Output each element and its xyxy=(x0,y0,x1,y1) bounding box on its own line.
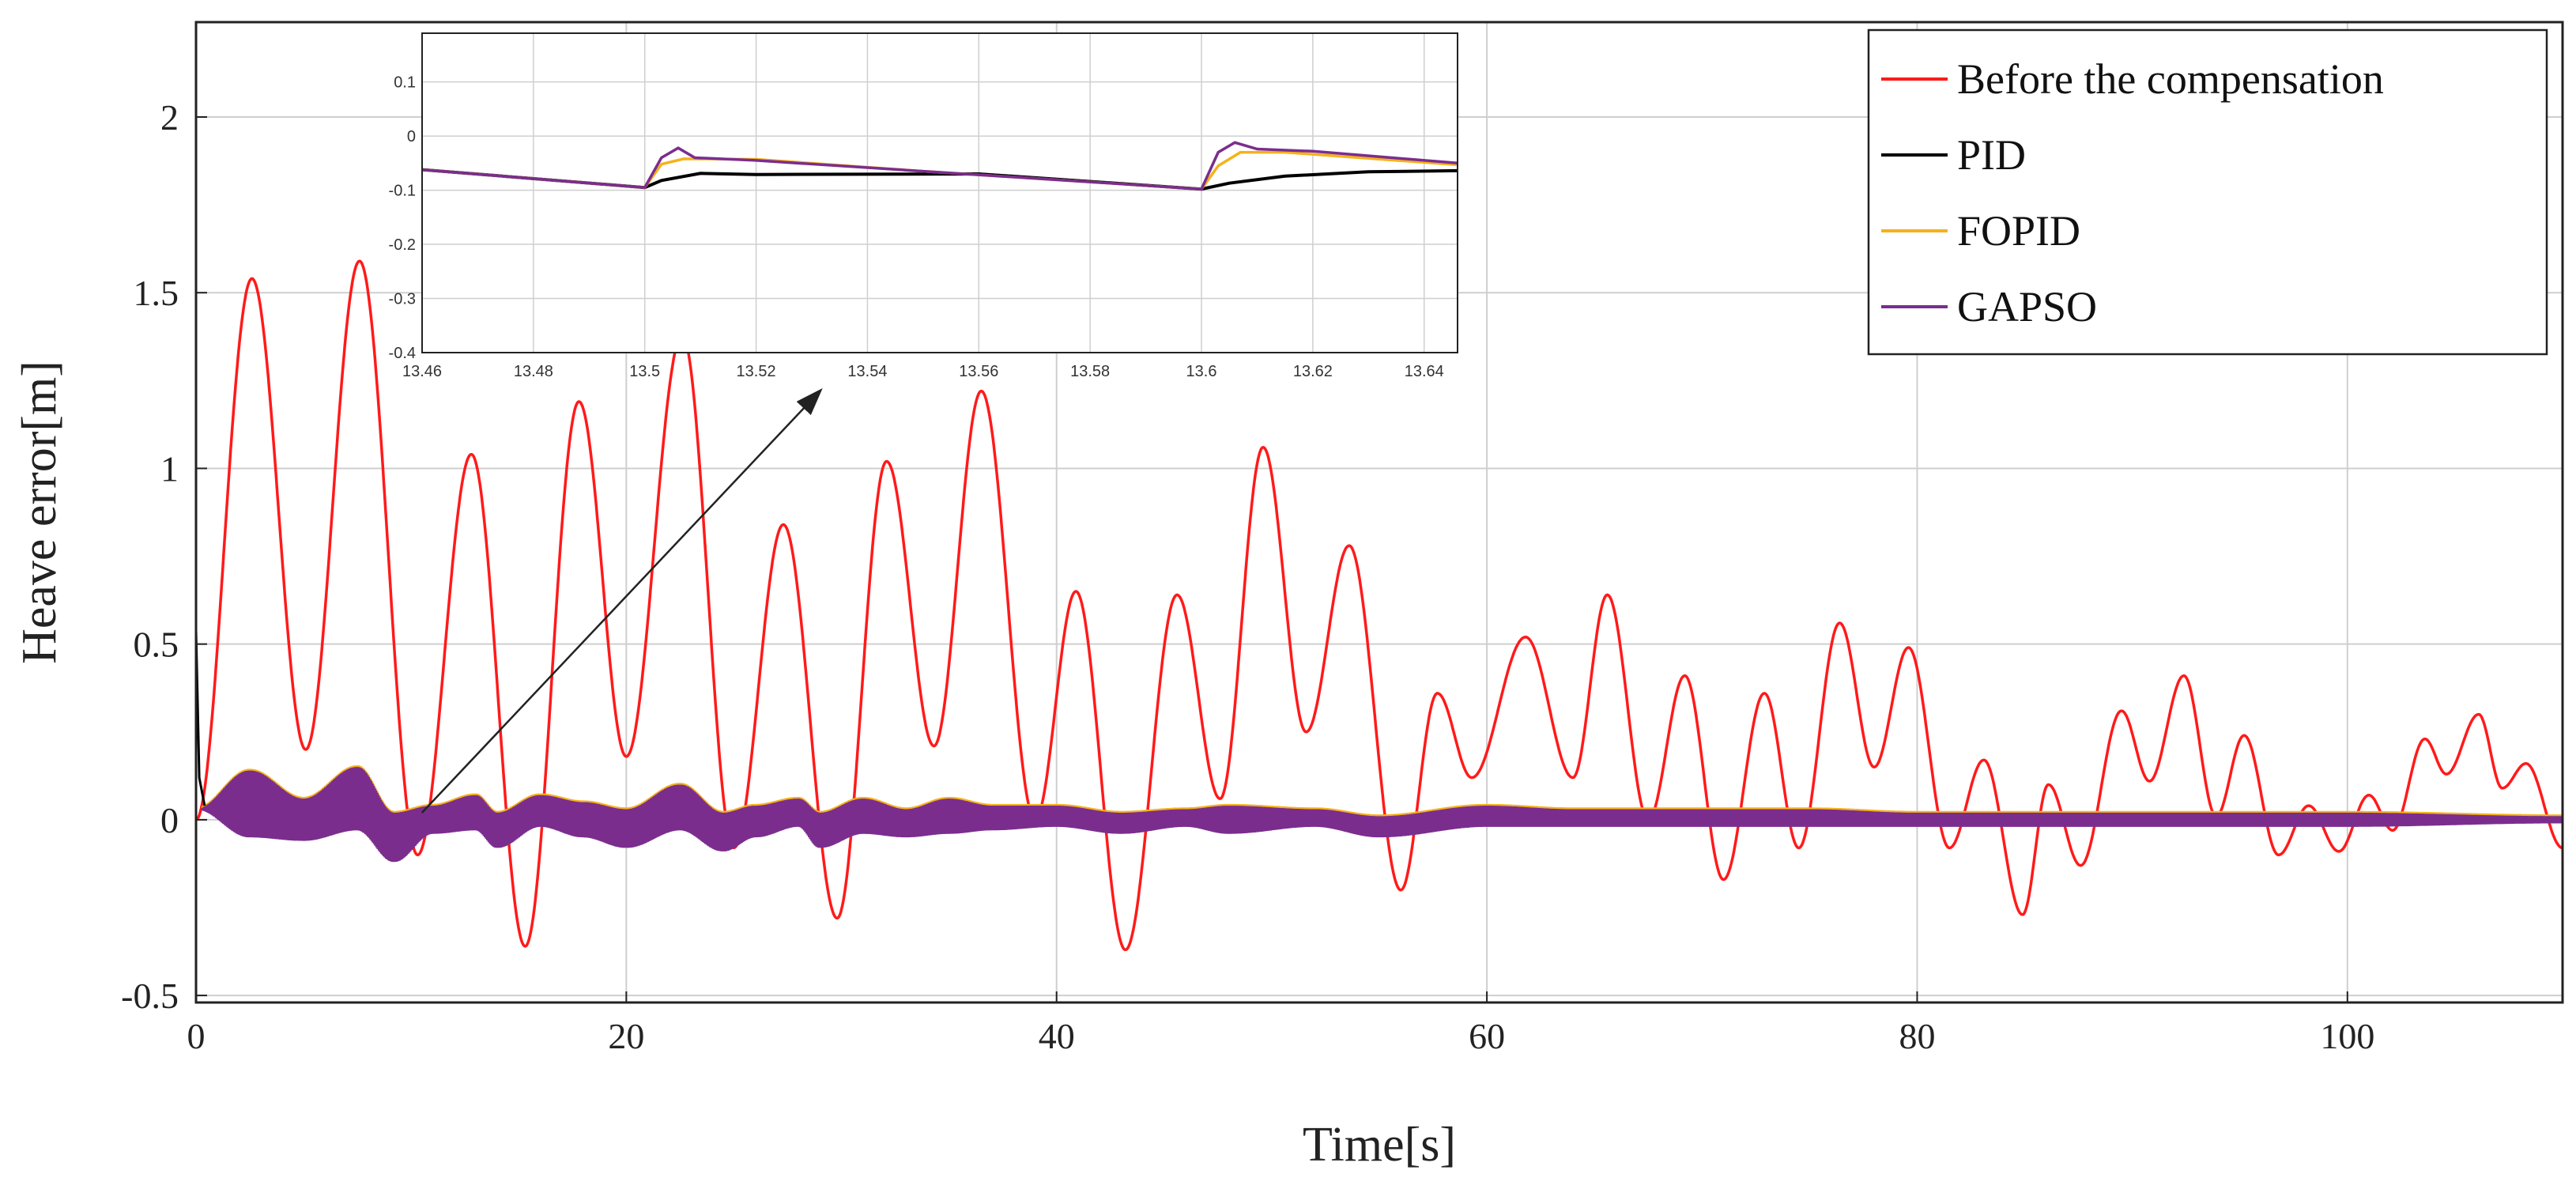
inset-x-tick-label: 13.48 xyxy=(514,363,553,380)
legend-box xyxy=(1867,28,2548,356)
y-tick-label: 0.5 xyxy=(134,625,179,665)
inset-x-tick-label: 13.52 xyxy=(737,363,776,380)
legend-label-before: Before the compensation xyxy=(1957,55,2384,103)
x-tick-label: 60 xyxy=(1469,1016,1505,1056)
inset-x-tick-label: 13.46 xyxy=(402,363,442,380)
y-tick-label: 1.5 xyxy=(134,273,179,313)
y-axis-ticks: -0.5 0 0.5 1 1.5 2 xyxy=(121,97,207,1016)
inset-y-tick-label: -0.4 xyxy=(389,345,416,362)
inset-background xyxy=(422,33,1458,353)
plot-frame xyxy=(194,21,2564,1004)
inset-y-tick-label: -0.2 xyxy=(389,236,416,254)
series-gapso xyxy=(201,767,2563,863)
y-tick-label: 0 xyxy=(160,800,179,840)
legend-label-fopid: FOPID xyxy=(1957,207,2080,255)
x-tick-label: 40 xyxy=(1039,1016,1075,1056)
inset-x-tick-label: 13.54 xyxy=(847,363,887,380)
y-tick-label: 2 xyxy=(160,97,179,138)
inset-y-tick-label: -0.3 xyxy=(389,291,416,308)
inset-series-gapso xyxy=(422,141,1458,191)
inset-y-ticks: 0.1 0 -0.1 -0.2 -0.3 -0.4 xyxy=(389,74,416,362)
inset-y-tick-label: 0 xyxy=(407,128,416,145)
inset-x-tick-label: 13.56 xyxy=(959,363,998,380)
series-pid xyxy=(196,629,206,806)
inset-x-ticks: 13.46 13.48 13.5 13.52 13.54 13.56 13.58 13.6 13… xyxy=(402,363,1444,380)
inset-x-tick-label: 13.58 xyxy=(1070,363,1110,380)
inset-x-tick-label: 13.64 xyxy=(1405,363,1444,380)
x-tick-label: 0 xyxy=(187,1016,206,1056)
series-before-compensation xyxy=(196,259,2563,952)
legend-label-gapso: GAPSO xyxy=(1957,283,2097,330)
y-axis-title: Heave error[m] xyxy=(13,361,66,664)
main-series xyxy=(196,259,2563,952)
inset-x-tick-label: 13.6 xyxy=(1186,363,1217,380)
inset-x-tick-label: 13.5 xyxy=(629,363,660,380)
legend-label-pid: PID xyxy=(1957,131,2026,179)
inset-y-tick-label: -0.1 xyxy=(389,183,416,200)
inset-plot: 13.46 13.48 13.5 13.52 13.54 13.56 13.58 13.6 13… xyxy=(389,32,1458,380)
x-axis-ticks: 0 20 40 60 80 100 xyxy=(187,991,2374,1056)
legend: Before the compensation PID FOPID GAPSO xyxy=(1867,28,2548,356)
zoom-arrow xyxy=(421,388,823,814)
inset-y-tick-label: 0.1 xyxy=(394,74,416,92)
x-tick-label: 20 xyxy=(608,1016,644,1056)
inset-frame xyxy=(421,32,1458,353)
inset-x-tick-label: 13.62 xyxy=(1293,363,1333,380)
y-tick-label: -0.5 xyxy=(121,976,179,1016)
y-tick-label: 1 xyxy=(160,448,179,489)
inset-series xyxy=(422,141,1458,191)
x-tick-label: 100 xyxy=(2320,1016,2374,1056)
x-tick-label: 80 xyxy=(1899,1016,1935,1056)
x-axis-title: Time[s] xyxy=(1303,1118,1456,1172)
